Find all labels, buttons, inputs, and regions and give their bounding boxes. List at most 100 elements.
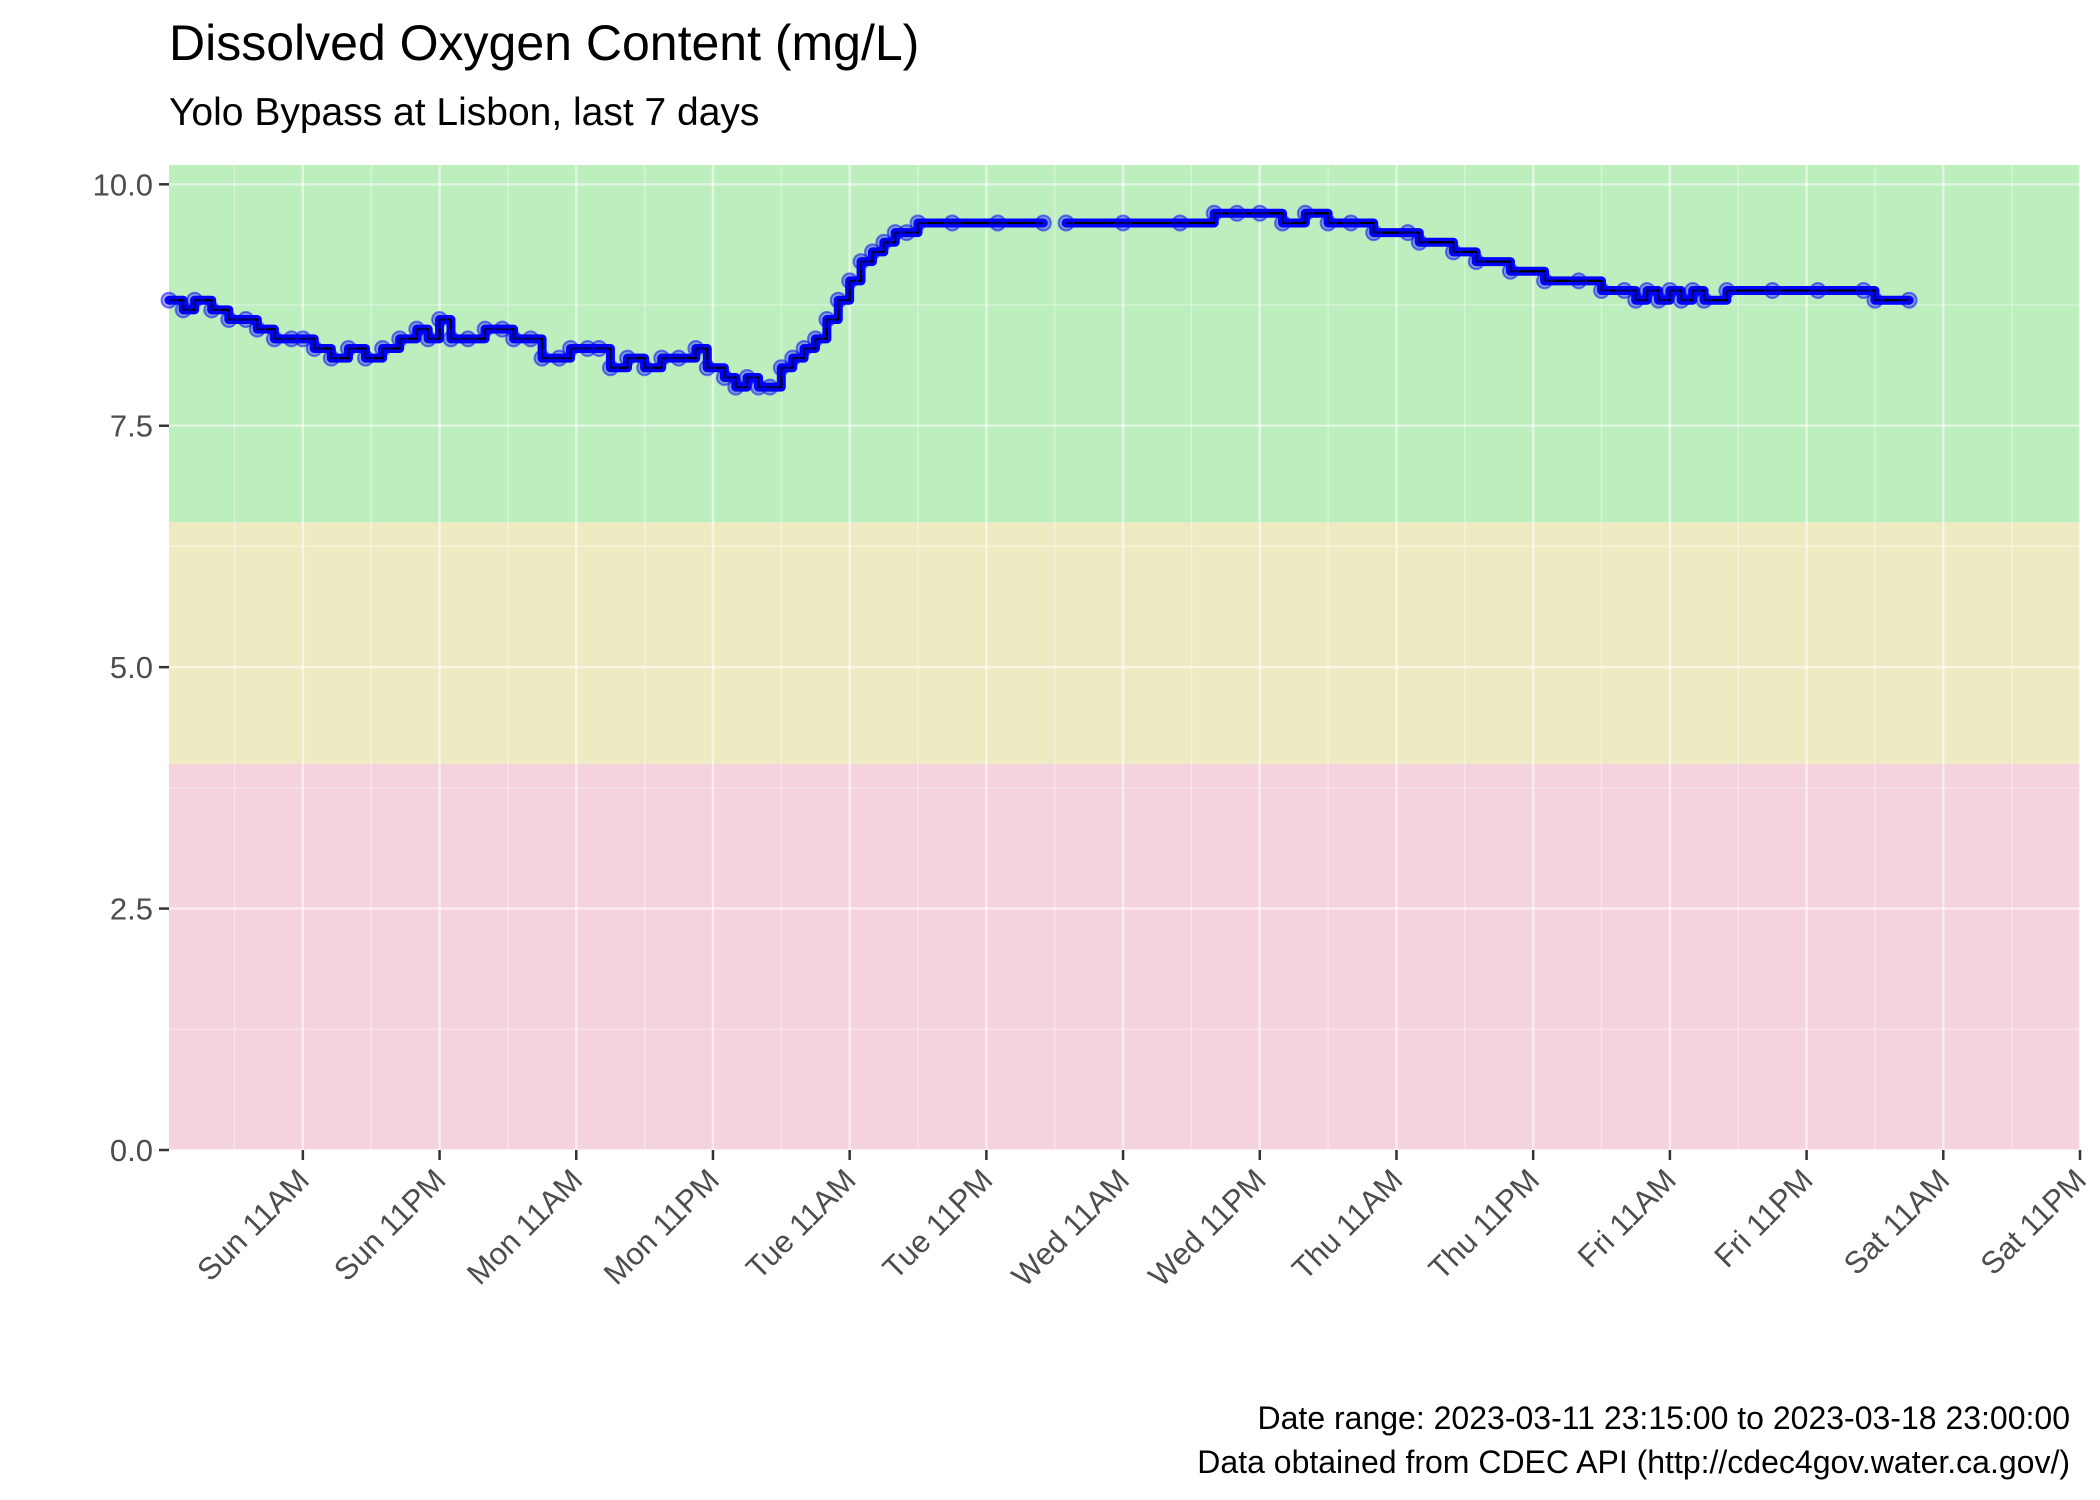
data-point [1319,214,1337,232]
y-tick-label: 10.0 [93,167,153,202]
data-point [875,233,893,251]
data-point [174,301,192,319]
data-point [248,320,266,338]
data-point [795,339,813,357]
data-point [493,320,511,338]
data-point [203,301,221,319]
x-tick-label: Tue 11AM [739,1162,862,1285]
data-point [282,330,300,348]
data-point [550,349,568,367]
data-point [1205,204,1223,222]
data-point [1274,214,1292,232]
data-point [1399,224,1417,242]
data-point [750,378,768,396]
data-point [579,339,597,357]
data-point [636,359,654,377]
data-point [1365,224,1383,242]
data-point [522,330,540,348]
band-1 [169,522,2080,764]
data-point [431,311,449,329]
grid-lines [169,165,2082,1152]
data-point [533,349,551,367]
data-point [1501,262,1519,280]
data-point [898,224,916,242]
data-point [1536,272,1554,290]
data-point [1615,282,1633,300]
data-point [738,368,756,386]
data-point [727,378,745,396]
data-point [653,349,671,367]
caption-date-range: Date range: 2023-03-11 23:15:00 to 2023-… [1257,1400,2070,1436]
data-point [841,272,859,290]
data-point [1661,282,1679,300]
data-point [1866,291,1884,309]
data-point [1684,282,1702,300]
data-point [391,330,409,348]
data-point [1649,291,1667,309]
data-point [1410,233,1428,251]
data-point [806,330,824,348]
data-point [322,349,340,367]
x-tick-label: Sat 11AM [1837,1162,1956,1281]
x-tick-label: Sun 11PM [327,1162,452,1287]
data-point [715,368,733,386]
data-point [1114,214,1132,232]
threshold-bands [169,165,2080,1150]
data-point [408,320,426,338]
chart-title: Dissolved Oxygen Content (mg/L) [169,15,920,71]
data-point [1570,272,1588,290]
data-point [220,311,238,329]
data-point [1296,204,1314,222]
data-point [1444,243,1462,261]
data-point [852,253,870,271]
x-tick-label: Mon 11AM [460,1162,589,1291]
data-point [772,359,790,377]
chart-subtitle: Yolo Bypass at Lisbon, last 7 days [169,91,760,134]
band-0 [169,763,2080,1150]
series-line-inner [169,221,1044,389]
data-point [1342,214,1360,232]
data-point [1855,282,1873,300]
data-point [1718,282,1736,300]
data-point [294,330,312,348]
data-point [670,349,688,367]
data-point [1171,214,1189,232]
series-line-inner [1066,212,1910,302]
data-point [1763,282,1781,300]
data-point [863,243,881,261]
data-point [459,330,477,348]
data-point [989,214,1007,232]
data-point [442,330,460,348]
data-point [1695,291,1713,309]
y-tick-label: 2.5 [110,892,153,927]
data-point [1809,282,1827,300]
data-point [784,349,802,367]
x-tick-label: Fri 11PM [1707,1162,1819,1274]
data-point [305,339,323,357]
data-point [818,311,836,329]
data-point [237,311,255,329]
data-point [186,291,204,309]
x-tick-label: Wed 11PM [1142,1162,1273,1293]
data-point [687,339,705,357]
data-point [909,214,927,232]
data-point [1672,291,1690,309]
data-point [357,349,375,367]
data-point [1638,282,1656,300]
data-point [419,330,437,348]
data-point [601,359,619,377]
data-point [1034,214,1052,232]
x-tick-label: Wed 11AM [1005,1162,1136,1293]
data-point [339,339,357,357]
data-point [619,349,637,367]
x-tick-label: Sun 11AM [190,1162,315,1287]
x-tick-label: Mon 11PM [597,1162,726,1291]
data-point [476,320,494,338]
data-point [1467,253,1485,271]
caption-data-source: Data obtained from CDEC API (http://cdec… [1197,1444,2070,1480]
data-point [1593,282,1611,300]
y-tick-label: 7.5 [110,409,153,444]
data-point [886,224,904,242]
x-tick-label: Thu 11PM [1422,1162,1546,1286]
